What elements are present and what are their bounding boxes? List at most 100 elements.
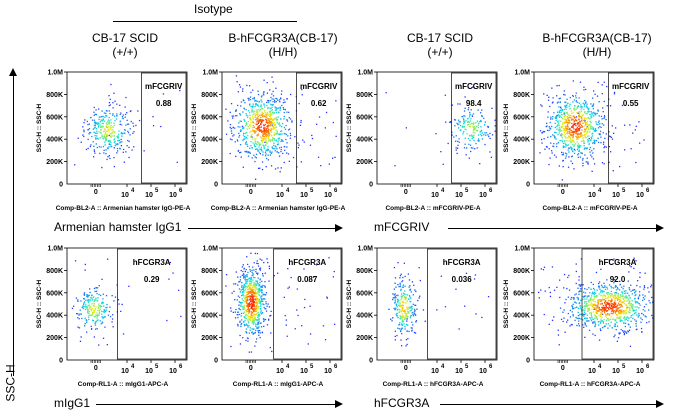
scatter-point bbox=[580, 145, 582, 147]
scatter-point bbox=[577, 125, 579, 127]
scatter-point bbox=[458, 121, 460, 123]
scatter-point bbox=[413, 311, 416, 313]
scatter-point bbox=[250, 141, 252, 143]
scatter-point bbox=[120, 132, 122, 134]
scatter-point bbox=[573, 148, 575, 150]
scatter-point bbox=[104, 311, 106, 313]
scatter-point bbox=[592, 128, 594, 130]
scatter-point bbox=[618, 311, 620, 313]
scatter-point bbox=[643, 286, 646, 288]
scatter-point bbox=[589, 114, 591, 116]
scatter-point bbox=[252, 142, 254, 144]
scatter-point bbox=[604, 288, 607, 291]
scatter-point bbox=[590, 122, 592, 124]
scatter-point bbox=[615, 297, 617, 299]
scatter-point bbox=[612, 305, 614, 307]
scatter-point bbox=[626, 307, 628, 310]
scatter-point bbox=[250, 105, 252, 108]
scatter-point bbox=[595, 312, 598, 314]
scatter-point bbox=[116, 147, 119, 150]
scatter-point bbox=[572, 137, 574, 139]
scatter-point bbox=[96, 135, 98, 137]
scatter-point bbox=[257, 148, 259, 151]
scatter-point bbox=[265, 140, 267, 142]
scatter-point bbox=[556, 128, 558, 130]
scatter-point bbox=[239, 144, 242, 146]
scatter-point bbox=[573, 117, 576, 119]
scatter-point bbox=[255, 313, 257, 315]
scatter-point bbox=[593, 113, 596, 115]
scatter-point bbox=[610, 295, 612, 297]
scatter-point bbox=[90, 310, 93, 312]
scatter-point bbox=[96, 315, 98, 317]
scatter-point bbox=[271, 98, 273, 100]
y-tick-label: 400K bbox=[356, 313, 373, 320]
scatter-point bbox=[467, 109, 469, 111]
scatter-point bbox=[592, 333, 594, 335]
scatter-point bbox=[603, 318, 605, 321]
scatter-point bbox=[465, 120, 467, 122]
scatter-point bbox=[635, 325, 637, 327]
scatter-point bbox=[243, 276, 245, 278]
scatter-point bbox=[592, 152, 594, 154]
scatter-point bbox=[100, 132, 102, 134]
scatter-point bbox=[265, 292, 268, 294]
scatter-point bbox=[260, 285, 262, 288]
scatter-point bbox=[291, 121, 293, 123]
scatter-point bbox=[249, 96, 252, 98]
scatter-point bbox=[326, 297, 328, 299]
scatter-point bbox=[256, 280, 258, 282]
scatter-point bbox=[94, 322, 96, 324]
scatter-point bbox=[563, 113, 565, 115]
scatter-point bbox=[287, 287, 289, 289]
scatter-point bbox=[246, 84, 248, 87]
scatter-point bbox=[258, 129, 261, 131]
scatter-point bbox=[289, 118, 292, 120]
scatter-point bbox=[570, 135, 572, 137]
scatter-point bbox=[300, 161, 302, 163]
scatter-point bbox=[579, 284, 581, 286]
scatter-point bbox=[616, 325, 619, 327]
scatter-point bbox=[95, 109, 97, 111]
scatter-point bbox=[568, 135, 570, 137]
scatter-point bbox=[258, 130, 261, 132]
scatter-point bbox=[636, 306, 638, 308]
scatter-point bbox=[263, 115, 265, 118]
scatter-point bbox=[243, 283, 245, 285]
scatter-point bbox=[238, 84, 241, 86]
scatter-point bbox=[265, 120, 268, 122]
scatter-point bbox=[624, 316, 626, 318]
scatter-point bbox=[402, 301, 404, 304]
scatter-point bbox=[297, 147, 299, 149]
scatter-point bbox=[242, 293, 244, 296]
scatter-point bbox=[240, 315, 242, 317]
scatter-point bbox=[610, 285, 612, 288]
row2-left-label: mIgG1 bbox=[54, 396, 91, 410]
scatter-point bbox=[577, 145, 579, 147]
scatter-point bbox=[598, 293, 600, 295]
scatter-point bbox=[615, 298, 617, 300]
scatter-point bbox=[608, 314, 610, 316]
y-tick-label: 1.0M bbox=[357, 70, 373, 77]
y-tick-label: 0 bbox=[59, 182, 63, 189]
scatter-point bbox=[585, 317, 587, 319]
scatter-point bbox=[244, 317, 246, 319]
scatter-point bbox=[241, 288, 243, 290]
scatter-point bbox=[252, 332, 255, 334]
scatter-point bbox=[551, 87, 553, 89]
scatter-point bbox=[262, 112, 264, 114]
scatter-point bbox=[566, 140, 568, 142]
scatter-point bbox=[577, 287, 579, 289]
scatter-point bbox=[245, 282, 247, 284]
scatter-point bbox=[259, 279, 261, 281]
scatter-point bbox=[128, 156, 130, 159]
scatter-point bbox=[618, 304, 620, 306]
scatter-point bbox=[593, 139, 595, 141]
scatter-point bbox=[251, 296, 253, 299]
scatter-point bbox=[586, 111, 589, 113]
scatter-point bbox=[472, 113, 475, 115]
scatter-point bbox=[242, 286, 244, 288]
scatter-point bbox=[580, 136, 582, 138]
scatter-point bbox=[558, 120, 560, 122]
scatter-point bbox=[266, 116, 268, 119]
